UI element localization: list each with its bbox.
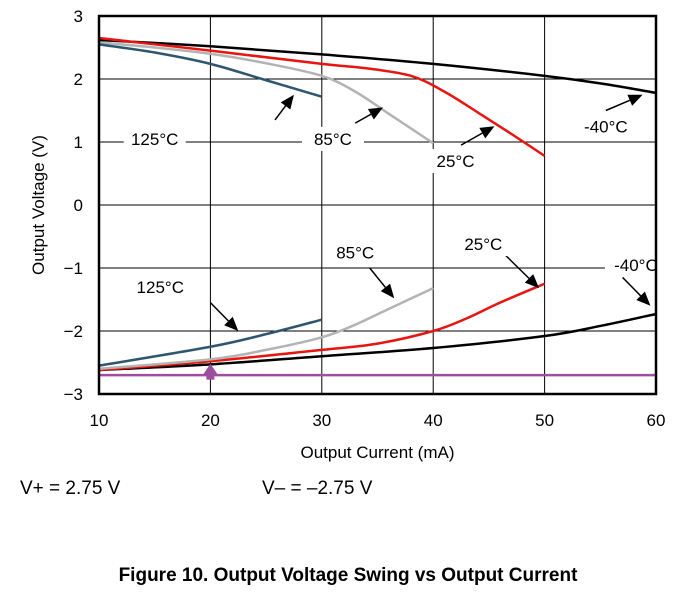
series-line-25-c-low <box>98 282 546 372</box>
annotation-arrow-shaft <box>354 113 372 124</box>
annotation-arrow-head <box>367 107 384 120</box>
y-tick-label: −1 <box>64 259 83 278</box>
y-tick-label: 0 <box>74 196 83 215</box>
x-tick-label: 50 <box>535 411 554 430</box>
y-tick-label: −2 <box>64 322 83 341</box>
vminus-condition: V– = –2.75 V <box>262 478 373 499</box>
annotation-arrow-head <box>224 316 239 331</box>
annotation-label: 25°C <box>464 235 502 254</box>
series-line--40-c-high <box>98 38 657 95</box>
annotation-arrow-head <box>524 274 540 289</box>
y-axis-label: Output Voltage (V) <box>29 135 48 275</box>
figure-caption: Figure 10. Output Voltage Swing vs Outpu… <box>118 565 578 586</box>
annotation-arrow-shaft <box>274 105 287 121</box>
y-tick-label: −3 <box>64 385 83 404</box>
annotation-arrow-head <box>280 94 294 110</box>
series-line-125-c-high <box>98 43 323 98</box>
annotation-label-backdrop <box>123 126 186 151</box>
annotation-arrow-head <box>380 283 395 299</box>
x-axis-label: Output Current (mA) <box>301 443 455 462</box>
annotation-label-backdrop <box>452 232 515 257</box>
x-tick-label: 30 <box>312 411 331 430</box>
x-tick-label: 10 <box>90 411 109 430</box>
annotation-label: 85°C <box>336 243 374 262</box>
series-line-85-c-low <box>98 287 434 371</box>
annotation-label-backdrop <box>324 240 387 265</box>
annotation-arrow-shaft <box>605 99 631 112</box>
annotation-arrow-head <box>627 94 643 106</box>
marker-arrow-head <box>202 363 219 376</box>
annotation-arrow-head <box>636 291 651 306</box>
annotation-label: 125°C <box>131 130 178 149</box>
vplus-condition: V+ = 2.75 V <box>20 478 121 499</box>
y-tick-label: 2 <box>74 70 83 89</box>
annotation-arrow-shaft <box>622 276 642 297</box>
x-tick-label: 60 <box>647 411 666 430</box>
annotation-label-backdrop <box>129 274 192 299</box>
annotation-label: -40°C <box>584 117 628 136</box>
series-line-125-c-low <box>98 318 323 367</box>
y-tick-label: 1 <box>74 133 83 152</box>
annotation-label: -40°C <box>614 256 658 275</box>
x-tick-label: 40 <box>424 411 443 430</box>
marker-arrow-stem <box>206 374 215 380</box>
annotation-arrow-shaft <box>505 254 530 279</box>
series-line-85-c-high <box>98 41 434 145</box>
annotation-label: 25°C <box>436 152 474 171</box>
annotation-arrow-shaft <box>369 267 386 288</box>
annotation-label-backdrop <box>301 126 364 151</box>
annotation-label: 85°C <box>314 130 352 149</box>
plot-frame <box>97 14 658 396</box>
annotation-arrow-shaft <box>209 302 229 322</box>
annotation-label: 125°C <box>137 278 184 297</box>
annotation-label-backdrop <box>424 148 487 173</box>
annotation-label-backdrop <box>574 114 637 139</box>
y-tick-label: 3 <box>74 7 83 26</box>
series-line-25-c-high <box>98 36 546 157</box>
annotation-arrow-head <box>479 126 495 139</box>
annotation-arrow-shaft <box>460 132 483 146</box>
x-tick-label: 20 <box>201 411 220 430</box>
